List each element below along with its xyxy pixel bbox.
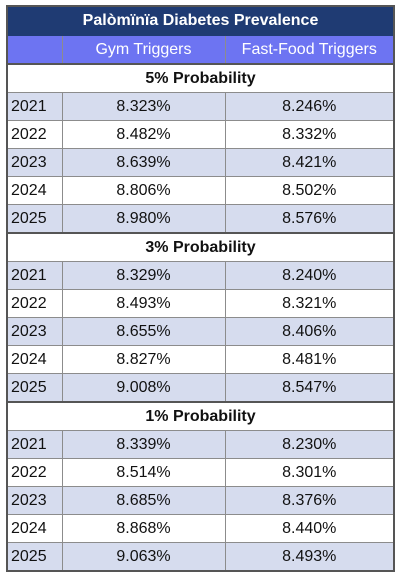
fastfood-value-cell: 8.246% <box>224 92 395 121</box>
fastfood-value-cell: 8.576% <box>224 204 395 234</box>
fastfood-value-cell: 8.376% <box>224 486 395 515</box>
table-row: 2022 8.482% 8.332% <box>6 120 395 149</box>
year-cell: 2022 <box>6 289 63 318</box>
fastfood-value-cell: 8.406% <box>224 317 395 346</box>
gym-value-cell: 8.482% <box>61 120 226 149</box>
table-row: 2021 8.339% 8.230% <box>6 430 395 459</box>
table-row: 2022 8.493% 8.321% <box>6 289 395 318</box>
gym-value-cell: 9.008% <box>61 373 226 403</box>
fastfood-value-cell: 8.240% <box>224 261 395 290</box>
section-label: 3% Probability <box>6 232 395 262</box>
year-cell: 2024 <box>6 345 63 374</box>
table-row: 2023 8.685% 8.376% <box>6 486 395 515</box>
table-row: 2023 8.639% 8.421% <box>6 148 395 177</box>
fastfood-value-cell: 8.332% <box>224 120 395 149</box>
table-row: 2021 8.323% 8.246% <box>6 92 395 121</box>
fastfood-value-cell: 8.421% <box>224 148 395 177</box>
year-cell: 2022 <box>6 120 63 149</box>
year-cell: 2023 <box>6 148 63 177</box>
fastfood-value-cell: 8.547% <box>224 373 395 403</box>
gym-value-cell: 8.827% <box>61 345 226 374</box>
year-cell: 2024 <box>6 514 63 543</box>
fastfood-value-cell: 8.230% <box>224 430 395 459</box>
year-cell: 2021 <box>6 261 63 290</box>
year-cell: 2021 <box>6 92 63 121</box>
header-gym-triggers: Gym Triggers <box>61 35 226 65</box>
fastfood-value-cell: 8.301% <box>224 458 395 487</box>
gym-value-cell: 9.063% <box>61 542 226 572</box>
header-year <box>6 35 63 65</box>
section-label: 1% Probability <box>6 401 395 431</box>
section-row: 3% Probability <box>6 232 395 262</box>
gym-value-cell: 8.868% <box>61 514 226 543</box>
gym-value-cell: 8.639% <box>61 148 226 177</box>
gym-value-cell: 8.655% <box>61 317 226 346</box>
gym-value-cell: 8.339% <box>61 430 226 459</box>
gym-value-cell: 8.514% <box>61 458 226 487</box>
gym-value-cell: 8.685% <box>61 486 226 515</box>
gym-value-cell: 8.806% <box>61 176 226 205</box>
table-title: Palòmïnïa Diabetes Prevalence <box>6 5 395 36</box>
year-cell: 2023 <box>6 317 63 346</box>
gym-value-cell: 8.329% <box>61 261 226 290</box>
fastfood-value-cell: 8.502% <box>224 176 395 205</box>
fastfood-value-cell: 8.440% <box>224 514 395 543</box>
year-cell: 2024 <box>6 176 63 205</box>
table-row: 2024 8.806% 8.502% <box>6 176 395 205</box>
year-cell: 2022 <box>6 458 63 487</box>
table-row: 2022 8.514% 8.301% <box>6 458 395 487</box>
header-fast-food-triggers: Fast-Food Triggers <box>224 35 395 65</box>
fastfood-value-cell: 8.493% <box>224 542 395 572</box>
fastfood-value-cell: 8.321% <box>224 289 395 318</box>
year-cell: 2023 <box>6 486 63 515</box>
gym-value-cell: 8.980% <box>61 204 226 234</box>
fastfood-value-cell: 8.481% <box>224 345 395 374</box>
table-row: 2021 8.329% 8.240% <box>6 261 395 290</box>
prevalence-table: Palòmïnïa Diabetes Prevalence Gym Trigge… <box>6 5 396 572</box>
gym-value-cell: 8.493% <box>61 289 226 318</box>
year-cell: 2025 <box>6 204 63 234</box>
table-row: 2024 8.868% 8.440% <box>6 514 395 543</box>
title-row: Palòmïnïa Diabetes Prevalence <box>6 5 395 36</box>
table-row: 2025 9.008% 8.547% <box>6 373 395 403</box>
table-row: 2025 8.980% 8.576% <box>6 204 395 234</box>
section-label: 5% Probability <box>6 63 395 93</box>
header-row: Gym Triggers Fast-Food Triggers <box>6 35 395 65</box>
year-cell: 2021 <box>6 430 63 459</box>
year-cell: 2025 <box>6 373 63 403</box>
gym-value-cell: 8.323% <box>61 92 226 121</box>
section-row: 5% Probability <box>6 63 395 93</box>
table-row: 2024 8.827% 8.481% <box>6 345 395 374</box>
section-row: 1% Probability <box>6 401 395 431</box>
table-row: 2023 8.655% 8.406% <box>6 317 395 346</box>
year-cell: 2025 <box>6 542 63 572</box>
table-row: 2025 9.063% 8.493% <box>6 542 395 572</box>
